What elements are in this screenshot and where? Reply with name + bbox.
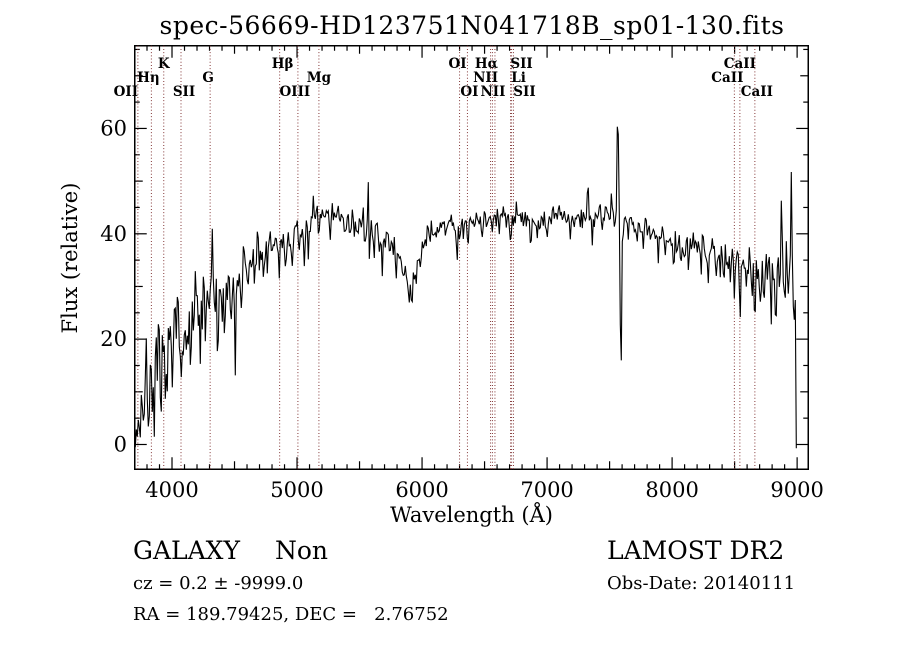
spectrum-trace bbox=[134, 126, 797, 449]
y-tick-label: 20 bbox=[100, 327, 127, 351]
axis-ticks bbox=[134, 45, 809, 470]
spectral-line-label: CaII bbox=[741, 84, 773, 100]
x-axis-label: Wavelength (Å) bbox=[390, 503, 553, 527]
spectral-line-label: SII bbox=[510, 56, 532, 72]
survey-label: LAMOST DR2 bbox=[607, 536, 785, 565]
spectral-line-label: OII bbox=[114, 84, 138, 100]
y-tick-label: 40 bbox=[100, 222, 127, 246]
spectral-line-label: OI bbox=[460, 84, 478, 100]
spectral-line-label: SII bbox=[513, 84, 535, 100]
classification-label: GALAXY bbox=[133, 536, 240, 565]
spectral-line-label: Hη bbox=[137, 70, 160, 86]
obs-date-line: Obs-Date: 20140111 bbox=[607, 573, 796, 594]
ra-dec-line: RA = 189.79425, DEC = 2.76752 bbox=[133, 604, 449, 625]
plot-title: spec-56669-HD123751N041718B_sp01-130.fit… bbox=[159, 11, 785, 40]
subclass-label: Non bbox=[275, 536, 329, 565]
plot-frame bbox=[134, 45, 809, 470]
spectral-line-label: Hβ bbox=[272, 56, 294, 72]
spectral-line-label: OIII bbox=[280, 84, 311, 100]
spectral-line-label: K bbox=[158, 56, 171, 72]
x-tick-label: 5000 bbox=[270, 478, 323, 502]
cz-value-line: cz = 0.2 ± -9999.0 bbox=[133, 573, 304, 594]
x-tick-label: 7000 bbox=[520, 478, 573, 502]
spectral-line-label: SII bbox=[173, 84, 195, 100]
spectral-line-label: G bbox=[202, 70, 214, 86]
x-tick-label: 4000 bbox=[145, 478, 198, 502]
spectral-line-label: CaII bbox=[724, 56, 756, 72]
x-tick-label: 8000 bbox=[645, 478, 698, 502]
spectral-line-label: NII bbox=[473, 70, 498, 86]
spectral-line-label: OI bbox=[449, 56, 467, 72]
spectral-line-label: Mg bbox=[307, 70, 332, 86]
x-tick-label: 6000 bbox=[395, 478, 448, 502]
y-tick-label: 0 bbox=[114, 432, 127, 456]
spectrum-line bbox=[134, 126, 797, 449]
spectral-line-label: CaII bbox=[711, 70, 743, 86]
tick-labels: 4000 5000 6000 7000 8000 9000 0 20 40 60 bbox=[100, 116, 824, 502]
spectral-line-markers bbox=[137, 45, 756, 470]
x-tick-label: 9000 bbox=[770, 478, 823, 502]
spectral-line-labels: OIIHηKSIIGHβOIIIMgOIOINIIHαNIILiSIISIICa… bbox=[114, 56, 773, 100]
spectral-line-label: Hα bbox=[475, 56, 499, 72]
spectral-line-label: Li bbox=[511, 70, 526, 86]
spectral-line-label: NII bbox=[480, 84, 505, 100]
y-axis-label: Flux (relative) bbox=[58, 182, 82, 334]
y-tick-label: 60 bbox=[100, 116, 127, 140]
